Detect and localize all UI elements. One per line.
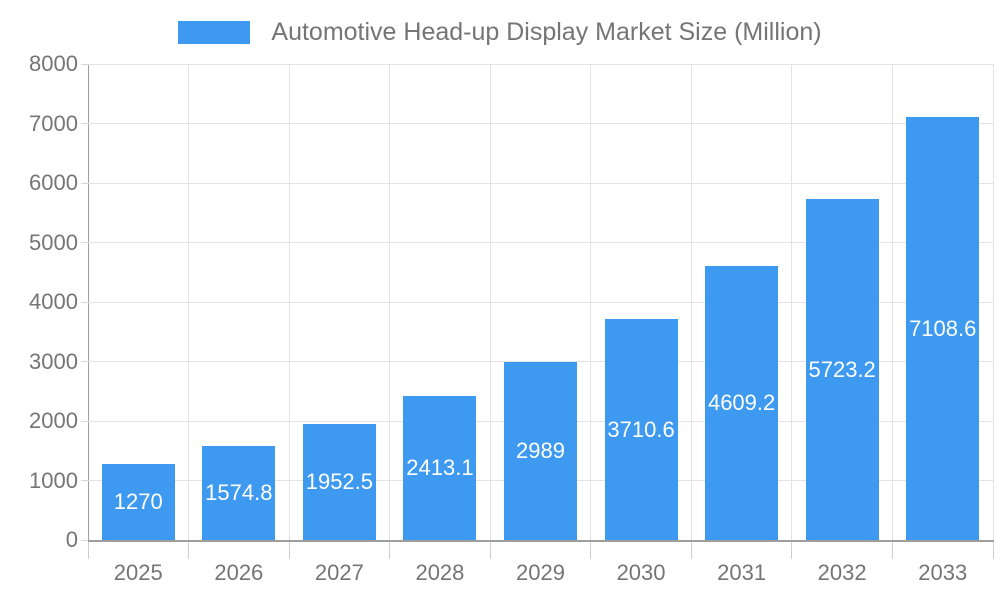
y-axis-tick: [81, 123, 88, 124]
v-gridline: [590, 64, 592, 540]
bar-value-label: 3710.6: [607, 416, 675, 442]
v-gridline: [188, 64, 190, 540]
v-gridline: [489, 64, 491, 540]
v-gridline: [690, 64, 692, 540]
x-axis-tick: [992, 542, 994, 559]
y-tick-label: 6000: [29, 170, 78, 195]
bar-value-label: 4609.2: [707, 389, 776, 415]
x-tick-label: 2028: [415, 560, 465, 585]
bar[interactable]: [102, 464, 175, 540]
y-axis-tick: [81, 420, 88, 422]
y-tick-label: 3000: [29, 348, 78, 374]
x-tick-label: 2032: [817, 560, 867, 585]
bar-value-label: 7108.6: [909, 315, 977, 341]
x-axis-tick: [188, 542, 190, 559]
x-tick-label: 2026: [214, 560, 264, 585]
bar[interactable]: [906, 117, 979, 540]
x-axis-tick: [389, 542, 391, 559]
h-gridline: [88, 361, 993, 362]
x-tick-label: 2030: [616, 560, 666, 585]
h-gridline: [88, 301, 993, 303]
x-axis-tick: [87, 542, 89, 559]
x-tick-label: 2033: [918, 560, 968, 585]
bar[interactable]: [403, 396, 476, 540]
bar[interactable]: [303, 423, 376, 540]
x-axis-tick: [590, 542, 592, 559]
x-axis-tick: [489, 542, 491, 559]
y-axis-tick: [81, 301, 88, 303]
y-axis-tick: [81, 182, 88, 184]
bar[interactable]: [504, 362, 577, 540]
v-gridline: [389, 64, 391, 540]
bar-value-label: 2989: [516, 438, 565, 464]
y-axis-tick: [81, 63, 88, 65]
h-gridline: [88, 182, 993, 184]
x-tick-label: 2031: [717, 560, 767, 585]
legend-label: Automotive Head-up Display Market Size (…: [271, 18, 822, 46]
y-tick-label: 5000: [29, 229, 78, 255]
y-tick-label: 1000: [29, 467, 78, 493]
h-gridline: [88, 63, 993, 65]
bar-value-label: 1574.8: [205, 480, 273, 506]
x-tick-label: 2027: [314, 560, 364, 585]
x-axis-tick: [690, 542, 692, 559]
legend-swatch[interactable]: [178, 21, 251, 44]
x-tick-label: 2029: [516, 560, 565, 585]
x-axis-tick: [288, 542, 290, 559]
bar[interactable]: [806, 199, 879, 540]
v-gridline: [891, 64, 893, 540]
bar[interactable]: [202, 446, 275, 540]
h-gridline: [88, 123, 993, 124]
plot-area: [88, 64, 994, 542]
legend[interactable]: Automotive Head-up Display Market Size (…: [0, 18, 1000, 47]
v-gridline: [992, 64, 994, 540]
bar-value-label: 1270: [113, 489, 163, 515]
y-tick-label: 2000: [29, 408, 78, 433]
y-tick-label: 4000: [29, 289, 78, 314]
x-tick-label: 2025: [113, 560, 163, 585]
v-gridline: [288, 64, 290, 540]
bar[interactable]: [705, 265, 778, 540]
y-tick-label: 0: [65, 527, 78, 552]
y-axis-tick: [81, 242, 88, 243]
y-axis-tick: [81, 361, 88, 362]
v-gridline: [791, 64, 793, 540]
bar-value-label: 5723.2: [808, 356, 876, 382]
h-gridline: [88, 242, 993, 243]
y-axis-tick: [81, 539, 88, 541]
x-axis-tick: [791, 542, 793, 559]
y-tick-label: 7000: [29, 110, 78, 136]
x-axis-tick: [891, 542, 893, 559]
bar[interactable]: [605, 319, 678, 540]
bar-value-label: 2413.1: [406, 455, 474, 481]
y-tick-label: 8000: [29, 51, 78, 76]
y-axis-tick: [81, 480, 88, 481]
bar-value-label: 1952.5: [305, 468, 374, 494]
